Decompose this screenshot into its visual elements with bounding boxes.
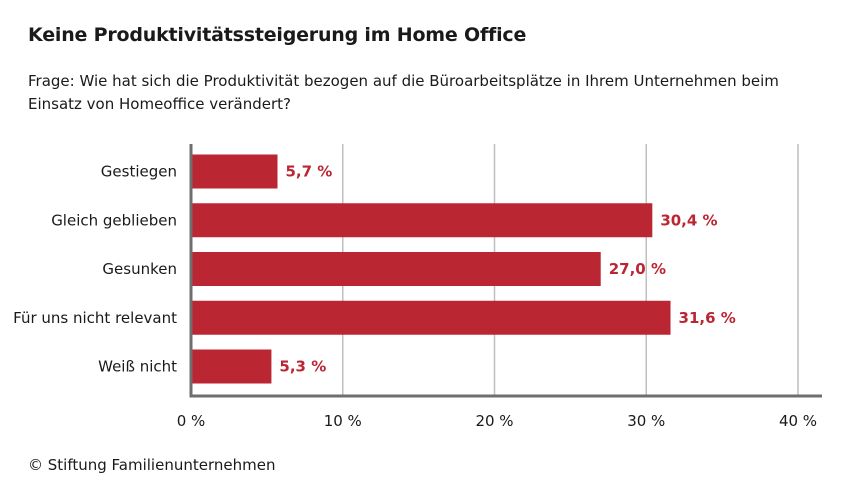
chart-question: Frage: Wie hat sich die Produktivität be… [28,72,779,113]
bar [191,252,601,286]
value-label: 31,6 % [679,309,736,327]
category-label: Gesunken [102,260,177,278]
bar [191,300,671,335]
chart-title: Keine Produktivitätssteigerung im Home O… [28,24,527,46]
x-tick-label: 20 % [475,412,513,430]
category-label: Weiß nicht [98,358,177,376]
category-label: Für uns nicht relevant [13,309,177,327]
source-footer: © Stiftung Familienunternehmen [28,456,276,474]
x-tick-label: 10 % [324,412,362,430]
category-label: Gestiegen [101,163,177,181]
value-label: 27,0 % [609,260,666,278]
value-label: 5,7 % [285,163,332,181]
value-label: 30,4 % [660,211,717,229]
x-tick-label: 0 % [177,412,206,430]
bar [191,154,278,189]
value-label: 5,3 % [279,358,326,376]
bar [191,203,653,238]
x-tick-label: 40 % [779,412,817,430]
category-label: Gleich geblieben [51,211,177,229]
bar [191,349,272,384]
x-tick-label: 30 % [627,412,665,430]
